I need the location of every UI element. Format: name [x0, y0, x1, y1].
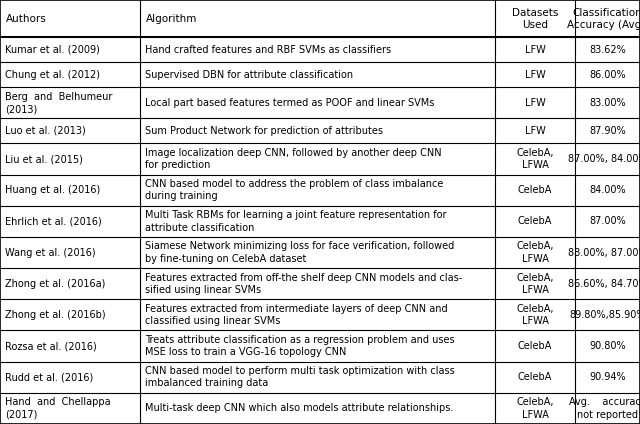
Text: Berg  and  Belhumeur
(2013): Berg and Belhumeur (2013) [5, 92, 113, 114]
Text: LFW: LFW [525, 45, 545, 55]
Text: Treats attribute classification as a regression problem and uses
MSE loss to tra: Treats attribute classification as a reg… [145, 335, 454, 357]
Text: 87.90%: 87.90% [589, 126, 626, 136]
Text: Liu et al. (2015): Liu et al. (2015) [5, 154, 83, 164]
Text: CelebA: CelebA [518, 185, 552, 195]
Text: Zhong et al. (2016b): Zhong et al. (2016b) [5, 310, 106, 320]
Text: Image localization deep CNN, followed by another deep CNN
for prediction: Image localization deep CNN, followed by… [145, 148, 442, 170]
Text: LFW: LFW [525, 126, 545, 136]
Text: Multi-task deep CNN which also models attribute relationships.: Multi-task deep CNN which also models at… [145, 403, 453, 413]
Text: Siamese Network minimizing loss for face verification, followed
by fine-tuning o: Siamese Network minimizing loss for face… [145, 241, 454, 264]
Text: 88.00%, 87.00%: 88.00%, 87.00% [568, 248, 640, 257]
Text: Supervised DBN for attribute classification: Supervised DBN for attribute classificat… [145, 70, 353, 80]
Text: CelebA,
LFWA: CelebA, LFWA [516, 397, 554, 420]
Text: Datasets
Used: Datasets Used [512, 8, 558, 30]
Text: Chung et al. (2012): Chung et al. (2012) [5, 70, 100, 80]
Text: 83.00%: 83.00% [589, 98, 626, 108]
Text: Kumar et al. (2009): Kumar et al. (2009) [5, 45, 100, 55]
Text: Hand  and  Chellappa
(2017): Hand and Chellappa (2017) [5, 397, 111, 420]
Text: CelebA: CelebA [518, 216, 552, 226]
Text: 89.80%,85.90%: 89.80%,85.90% [569, 310, 640, 320]
Text: LFW: LFW [525, 70, 545, 80]
Text: Avg.    accuracy
not reported: Avg. accuracy not reported [569, 397, 640, 420]
Text: Authors: Authors [6, 14, 47, 24]
Text: Algorithm: Algorithm [146, 14, 197, 24]
Text: Wang et al. (2016): Wang et al. (2016) [5, 248, 95, 257]
Text: 87.00%: 87.00% [589, 216, 626, 226]
Text: Features extracted from off-the shelf deep CNN models and clas-
sified using lin: Features extracted from off-the shelf de… [145, 273, 462, 295]
Text: Zhong et al. (2016a): Zhong et al. (2016a) [5, 279, 106, 289]
Text: CelebA: CelebA [518, 372, 552, 382]
Text: Classification
Accuracy (Avg.): Classification Accuracy (Avg.) [566, 8, 640, 30]
Text: Features extracted from intermediate layers of deep CNN and
classified using lin: Features extracted from intermediate lay… [145, 304, 447, 326]
Text: Ehrlich et al. (2016): Ehrlich et al. (2016) [5, 216, 102, 226]
Text: Huang et al. (2016): Huang et al. (2016) [5, 185, 100, 195]
Text: Local part based features termed as POOF and linear SVMs: Local part based features termed as POOF… [145, 98, 435, 108]
Text: Multi Task RBMs for learning a joint feature representation for
attribute classi: Multi Task RBMs for learning a joint fea… [145, 210, 447, 232]
Text: CNN based model to perform multi task optimization with class
imbalanced trainin: CNN based model to perform multi task op… [145, 366, 455, 388]
Text: Hand crafted features and RBF SVMs as classifiers: Hand crafted features and RBF SVMs as cl… [145, 45, 391, 55]
Text: Rozsa et al. (2016): Rozsa et al. (2016) [5, 341, 97, 351]
Text: Rudd et al. (2016): Rudd et al. (2016) [5, 372, 93, 382]
Text: 86.60%, 84.70%: 86.60%, 84.70% [568, 279, 640, 289]
Text: 83.62%: 83.62% [589, 45, 626, 55]
Text: 86.00%: 86.00% [589, 70, 626, 80]
Text: CelebA: CelebA [518, 341, 552, 351]
Text: CelebA,
LFWA: CelebA, LFWA [516, 148, 554, 170]
Text: 90.80%: 90.80% [589, 341, 626, 351]
Text: 87.00%, 84.00%: 87.00%, 84.00% [568, 154, 640, 164]
Text: CelebA,
LFWA: CelebA, LFWA [516, 241, 554, 264]
Text: 90.94%: 90.94% [589, 372, 626, 382]
Text: Sum Product Network for prediction of attributes: Sum Product Network for prediction of at… [145, 126, 383, 136]
Text: Luo et al. (2013): Luo et al. (2013) [5, 126, 86, 136]
Text: LFW: LFW [525, 98, 545, 108]
Text: CelebA,
LFWA: CelebA, LFWA [516, 304, 554, 326]
Text: CNN based model to address the problem of class imbalance
during training: CNN based model to address the problem o… [145, 179, 444, 201]
Text: CelebA,
LFWA: CelebA, LFWA [516, 273, 554, 295]
Text: 84.00%: 84.00% [589, 185, 626, 195]
